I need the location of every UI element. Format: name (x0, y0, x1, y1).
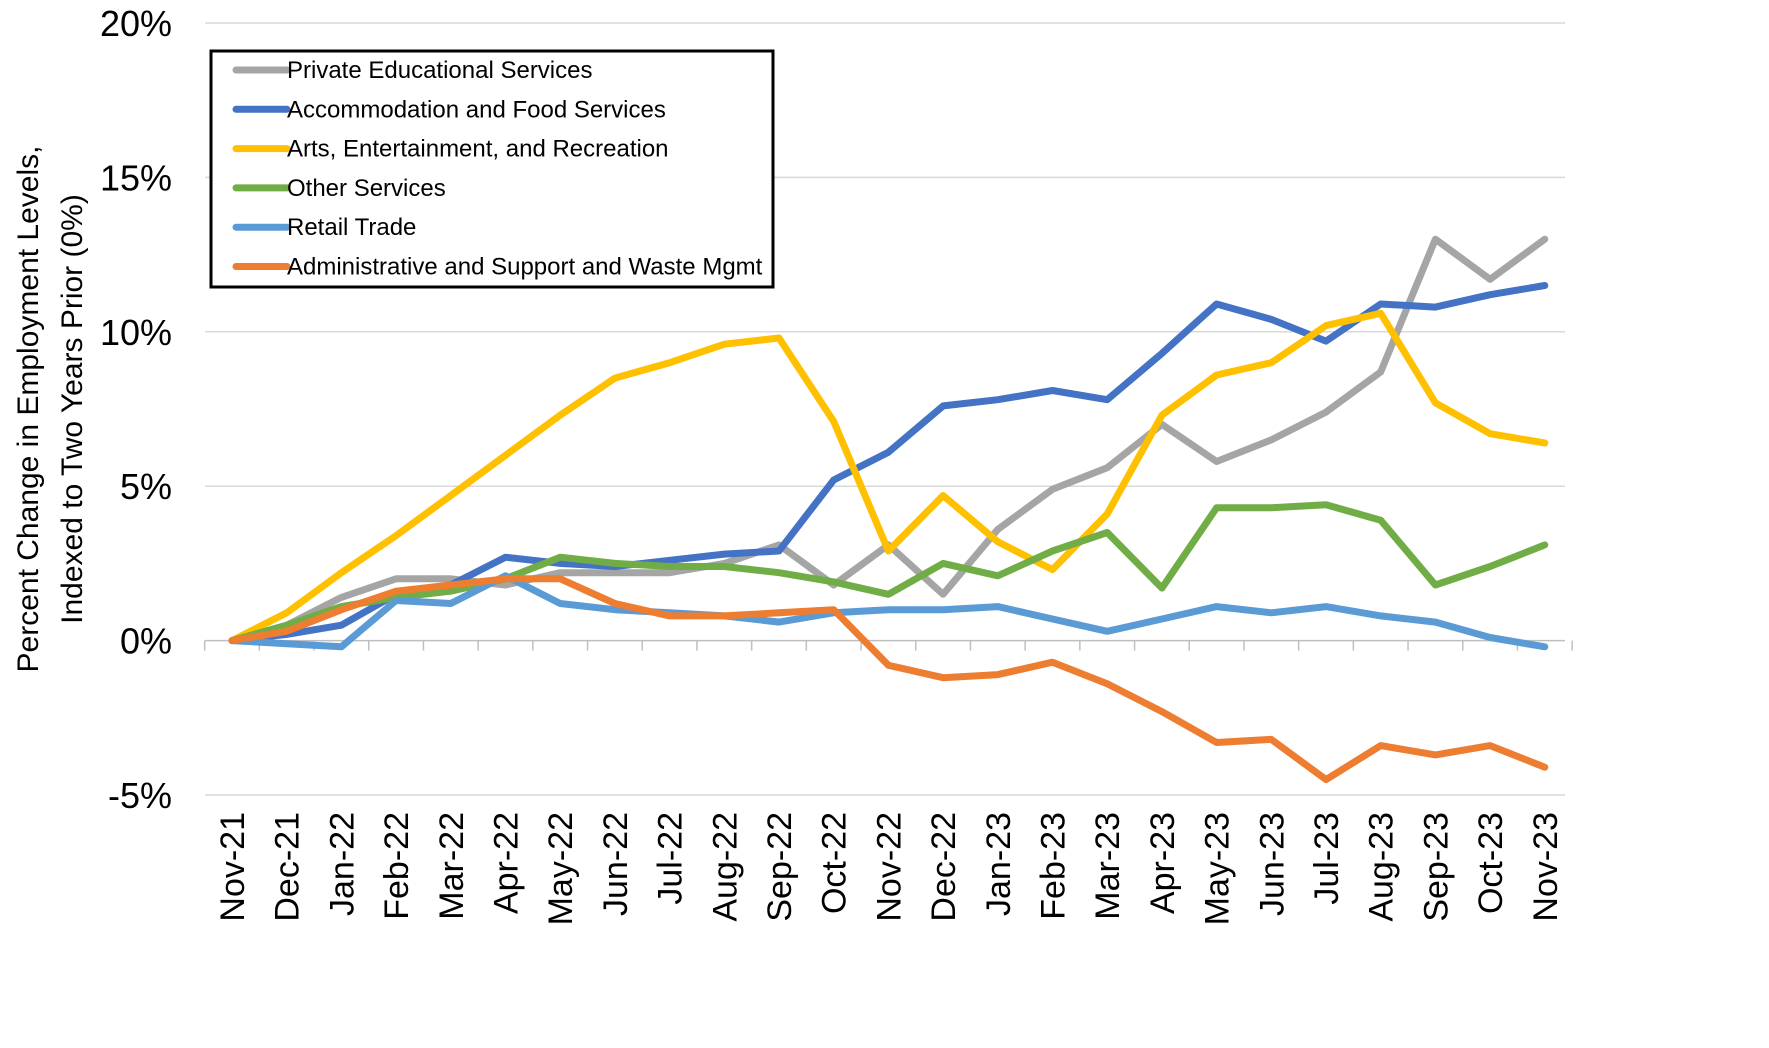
y-tick-label-15: 15% (100, 157, 172, 198)
series-lines (228, 235, 1549, 784)
x-tick-label-nov-21: Nov-21 (214, 812, 252, 922)
series-line-private-educational-services (228, 235, 1549, 645)
x-tick-label-oct-23: Oct-23 (1472, 812, 1510, 914)
x-tick-label-jul-22: Jul-22 (652, 812, 690, 905)
x-tick-label-may-23: May-23 (1199, 812, 1237, 925)
x-tick-label-dec-22: Dec-22 (925, 812, 963, 922)
x-tick-label-jan-22: Jan-22 (323, 812, 361, 916)
x-tick-label-mar-23: Mar-23 (1089, 812, 1127, 920)
x-tick-label-mar-22: Mar-22 (433, 812, 471, 920)
legend-label-arts-entertainment-and-recreation: Arts, Entertainment, and Recreation (287, 136, 669, 163)
axes: -5% 0% 5% 10% 15% 20% Nov-21 Dec-21 Jan-22 Feb-22… (100, 3, 1573, 925)
y-tick-label-5: 5% (120, 466, 172, 507)
y-tick-label-0: 0% (120, 621, 172, 662)
y-axis-label-line-1: Percent Change in Employment Levels, (12, 146, 45, 673)
x-tick-label-dec-21: Dec-21 (269, 812, 307, 922)
y-tick-label-20: 20% (100, 3, 172, 44)
legend-label-private-educational-services: Private Educational Services (287, 57, 592, 84)
x-tick-label-jun-22: Jun-22 (597, 812, 635, 916)
x-tick-label-feb-22: Feb-22 (378, 812, 416, 920)
series-line-arts-entertainment-and-recreation (228, 309, 1549, 645)
x-tick-label-jul-23: Jul-23 (1308, 812, 1346, 905)
y-axis-label-line-2: Indexed to Two Years Prior (0%) (56, 194, 89, 624)
x-tick-label-jan-23: Jan-23 (980, 812, 1018, 916)
x-tick-label-aug-23: Aug-23 (1363, 812, 1401, 922)
x-tick-label-apr-23: Apr-23 (1144, 812, 1182, 914)
x-tick-label-apr-22: Apr-22 (488, 812, 526, 914)
legend-label-administrative-and-support-and-waste-mgmt: Administrative and Support and Waste Mgm… (287, 254, 763, 281)
y-tick-label-5: -5% (108, 775, 172, 816)
x-tick-label-nov-23: Nov-23 (1527, 812, 1565, 922)
x-tick-label-oct-22: Oct-22 (816, 812, 854, 914)
x-tick-label-aug-22: Aug-22 (706, 812, 744, 922)
legend: Private Educational Services Accommodatio… (209, 49, 775, 289)
x-tick-label-may-22: May-22 (542, 812, 580, 925)
legend-box (209, 49, 775, 289)
y-axis-label: Percent Change in Employment Levels, Inde… (12, 146, 89, 673)
y-tick-label-10: 10% (100, 312, 172, 353)
x-tick-label-sep-23: Sep-23 (1417, 812, 1455, 922)
x-tick-label-nov-22: Nov-22 (870, 812, 908, 922)
x-tick-label-feb-23: Feb-23 (1035, 812, 1073, 920)
series-line-other-services (228, 501, 1549, 645)
legend-label-accommodation-and-food-services: Accommodation and Food Services (287, 96, 666, 123)
legend-label-other-services: Other Services (287, 175, 446, 202)
legend-label-retail-trade: Retail Trade (287, 214, 416, 241)
series-line-retail-trade (228, 572, 1549, 651)
x-tick-label-sep-22: Sep-22 (761, 812, 799, 922)
x-tick-label-jun-23: Jun-23 (1253, 812, 1291, 916)
series-line-administrative-and-support-and-waste-mgmt (228, 575, 1549, 784)
